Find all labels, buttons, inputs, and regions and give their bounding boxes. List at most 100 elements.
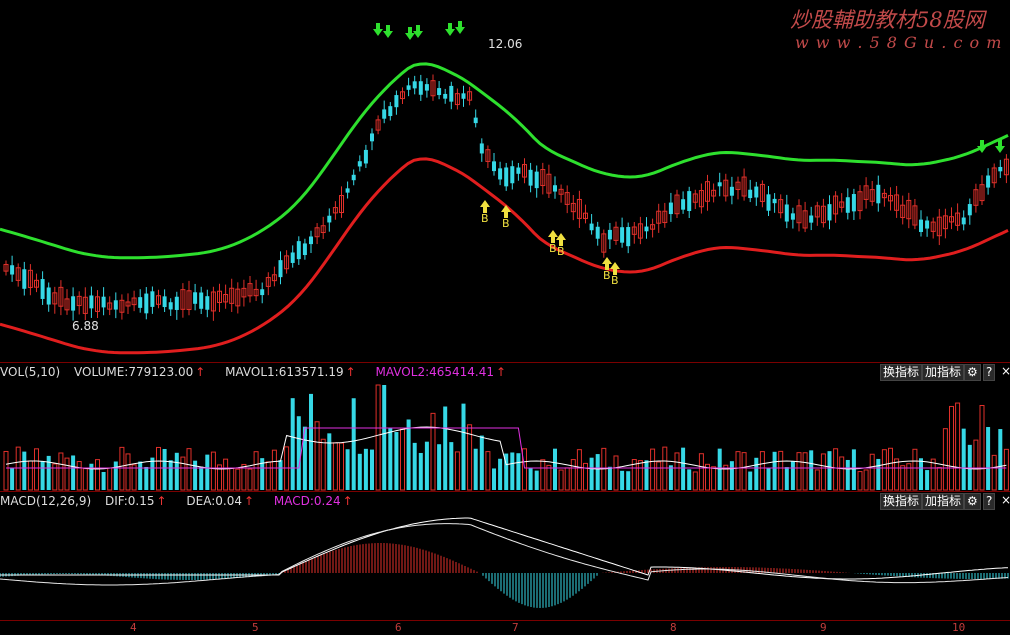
price-candlesticks [3,74,1009,321]
volume-bar [540,459,546,491]
up-arrow-icon: ↑ [195,365,206,379]
volume-bar [723,464,729,491]
candle-body [631,226,637,235]
volume-bar [784,467,789,490]
volume-bar [942,428,948,491]
candle-body [930,221,936,232]
candle-body [705,181,710,202]
help-button[interactable]: ? [983,493,996,510]
volume-bar [46,455,51,490]
macd-value: MACD:0.24 [273,494,341,508]
volume-bar [504,453,509,490]
candle-body [314,227,320,238]
candle-body [626,227,631,247]
candle-body [454,93,460,106]
candle-body [412,81,417,89]
volume-bar [71,455,76,490]
volume-bar [656,461,662,491]
volume-bar [814,469,820,491]
volume-bars [3,384,1009,491]
add-indicator-button[interactable]: 加指标 [922,364,965,381]
close-button[interactable]: × [1001,364,1010,378]
volume-bar [15,446,21,491]
volume-bar [302,426,307,490]
volume-bar [644,460,649,490]
volume-bar [510,452,515,490]
candle-body [339,195,344,214]
volume-bar [631,459,637,491]
candle-body [278,260,283,278]
buy-arrow-icon [602,257,612,270]
candle-body [174,296,179,310]
add-indicator-button[interactable]: 加指标 [922,493,965,510]
candle-body [394,95,399,108]
candle-body [199,292,204,309]
candle-body [485,149,491,162]
volume-bar [876,458,881,490]
candle-body [510,166,515,184]
volume-bar [589,457,594,490]
volume-bar [235,468,241,491]
volume-bar [193,460,198,490]
candle-body [296,241,301,260]
volume-bar [564,467,570,491]
volume-bar [247,468,253,491]
sell-arrow-icon [383,25,393,38]
candle-body [479,143,484,154]
volume-bar [961,428,966,490]
candle-body [82,296,88,314]
candle-body [888,195,893,202]
volume-bar [205,454,210,490]
candle-body [363,149,368,164]
volume-bar [820,453,826,491]
volume-bar [296,416,301,490]
candle-body [186,290,192,311]
candle-body [919,219,923,232]
volume-bar [131,464,137,491]
volume-bar [754,457,759,490]
candle-body [553,185,557,192]
candle-body [22,269,27,289]
switch-indicator-button[interactable]: 换指标 [880,493,923,510]
candle-body [833,195,839,215]
watermark-title: 炒股輔助教材58股网 [790,8,985,32]
switch-indicator-button[interactable]: 换指标 [880,364,923,381]
candle-body [265,277,271,287]
volume-bar [3,450,9,491]
candle-body [546,173,552,194]
candle-body [443,93,448,99]
x-axis-label: 10 [952,621,966,634]
candle-body [735,181,741,191]
volume-bar [199,466,204,490]
close-button[interactable]: × [1001,493,1010,507]
volume-bar [857,471,863,491]
x-axis-label: 4 [130,621,137,634]
volume-bar [223,458,229,491]
volume-bar [34,448,39,491]
volume-bar [1003,448,1009,491]
volume-bar [119,446,125,491]
candle-body [814,205,820,218]
candle-body [754,186,759,198]
volume-bar [790,460,795,490]
volume-bar [894,458,900,491]
panel-separator [0,491,1010,492]
gear-icon[interactable]: ⚙ [964,493,981,510]
help-button[interactable]: ? [983,364,996,381]
candle-body [1003,158,1009,176]
candle-body [193,292,198,304]
volume-bar [595,454,600,490]
candle-body [327,215,332,223]
gear-icon[interactable]: ⚙ [964,364,981,381]
volume-bar [809,450,814,490]
volume-bar [827,451,832,490]
volume-bar [89,463,94,490]
watermark-url: w w w . 5 8 G u . c o m [795,33,1003,52]
buy-signals: B BB BB B [480,200,620,287]
candle-body [40,279,45,299]
volume-bar [759,451,765,491]
candle-body [15,267,21,281]
volume-bar [687,469,692,490]
volume-bar [516,453,521,490]
